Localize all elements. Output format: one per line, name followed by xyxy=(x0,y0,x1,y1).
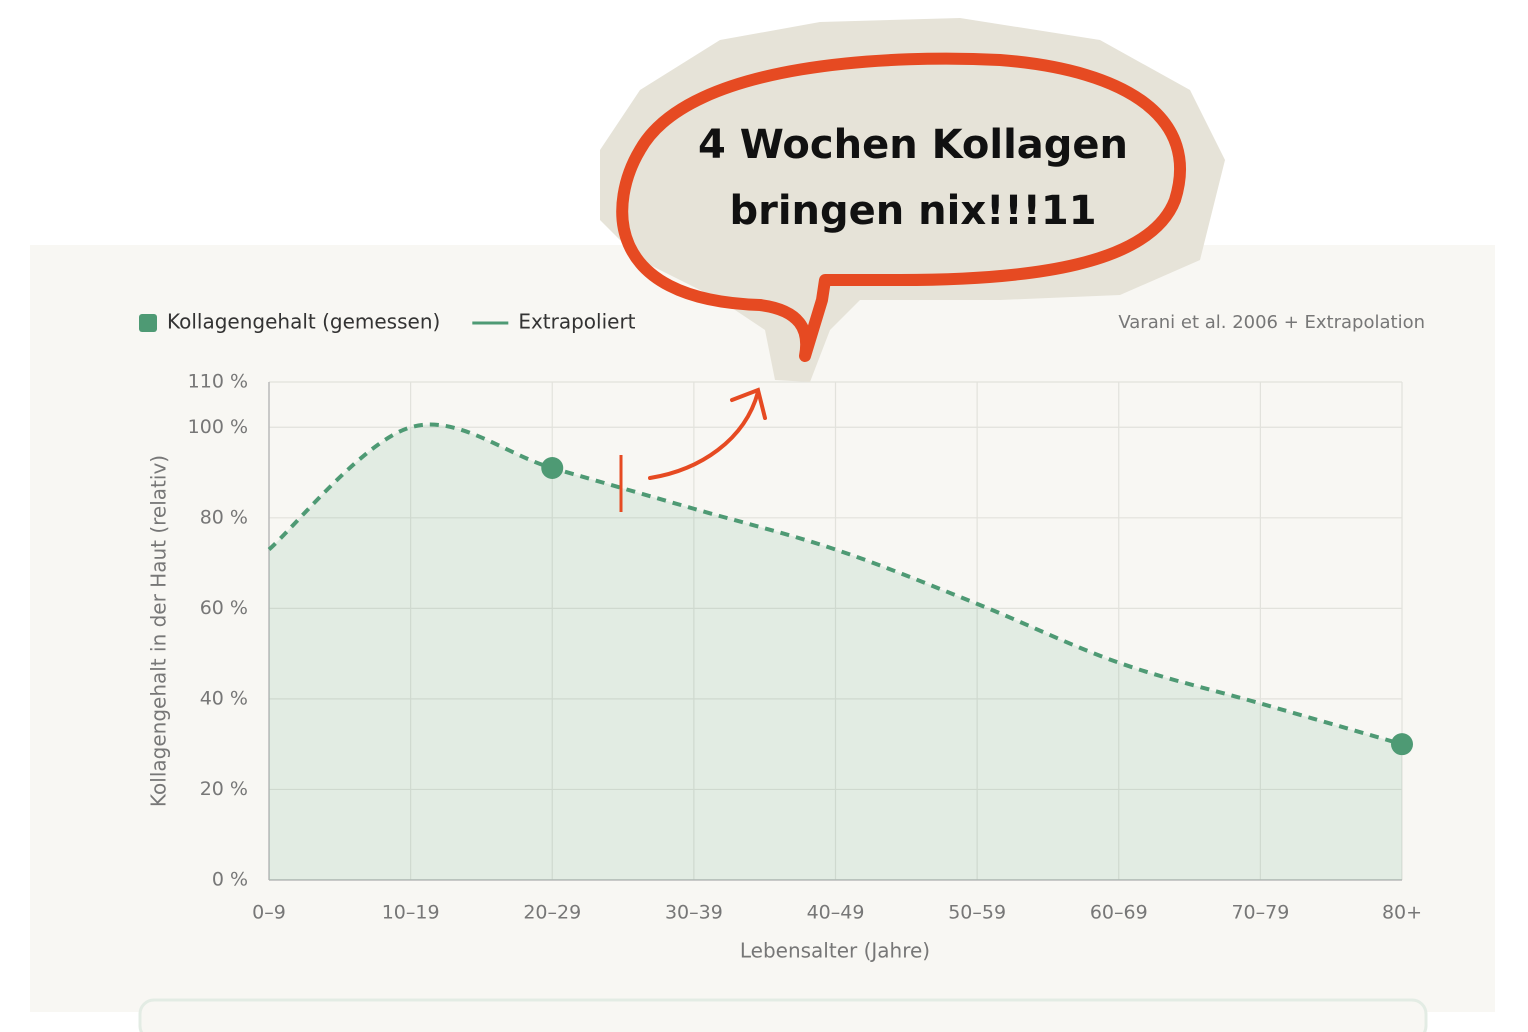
data-point xyxy=(541,457,564,480)
x-tick-label: 50–59 xyxy=(948,902,1006,924)
card xyxy=(30,245,1495,1012)
legend-swatch xyxy=(139,314,157,332)
legend-label: Kollagengehalt (gemessen) xyxy=(167,310,440,334)
y-tick-label: 80 % xyxy=(200,506,248,528)
y-tick-label: 60 % xyxy=(200,597,248,619)
annotation: 4 Wochen Kollagen bringen nix!!!11 xyxy=(600,18,1225,512)
annotation-line: bringen nix!!!11 xyxy=(729,188,1096,234)
legend-label: Extrapoliert xyxy=(518,310,635,334)
info-box xyxy=(138,998,1428,1032)
x-tick-label: 70–79 xyxy=(1231,902,1289,924)
y-tick-label: 100 % xyxy=(188,416,248,438)
x-axis-title: Lebensalter (Jahre) xyxy=(740,939,930,963)
x-tick-label: 20–29 xyxy=(523,902,581,924)
annotation-line: 4 Wochen Kollagen xyxy=(698,122,1128,168)
bubble-outline xyxy=(616,52,1186,362)
y-tick-label: 40 % xyxy=(200,687,248,709)
legend: Kollagengehalt (gemessen) Extrapoliert xyxy=(139,310,636,334)
x-tick-label: 30–39 xyxy=(665,902,723,924)
data-point xyxy=(1391,733,1413,756)
x-tick-label: 40–49 xyxy=(807,902,865,924)
x-tick-label: 60–69 xyxy=(1090,902,1148,924)
y-axis-title: Kollagengehalt in der Haut (relativ) xyxy=(147,455,171,807)
y-tick-label: 20 % xyxy=(200,778,248,800)
arrow xyxy=(648,387,767,480)
y-tick-label: 110 % xyxy=(188,371,248,393)
x-tick-label: 80+ xyxy=(1382,902,1422,924)
area xyxy=(269,424,1402,880)
x-tick-label: 0–9 xyxy=(252,902,286,924)
plot: 0 % 20 % 40 % 60 % 80 % 100 % 110 % 0–9 10–19 20–… xyxy=(139,310,1422,924)
y-tick-label: 0 % xyxy=(212,869,248,891)
x-tick-label: 10–19 xyxy=(382,902,440,924)
bubble-bg xyxy=(600,18,1225,382)
source: Varani et al. 2006 + Extrapolation xyxy=(1118,312,1425,333)
